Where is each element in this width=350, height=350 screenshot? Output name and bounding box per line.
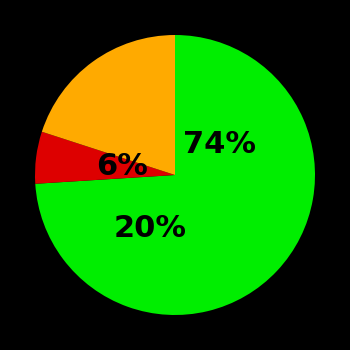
Text: 6%: 6% bbox=[96, 152, 148, 181]
Wedge shape bbox=[35, 35, 315, 315]
Wedge shape bbox=[42, 35, 175, 175]
Text: 20%: 20% bbox=[113, 214, 186, 243]
Text: 74%: 74% bbox=[183, 130, 256, 159]
Wedge shape bbox=[35, 132, 175, 184]
